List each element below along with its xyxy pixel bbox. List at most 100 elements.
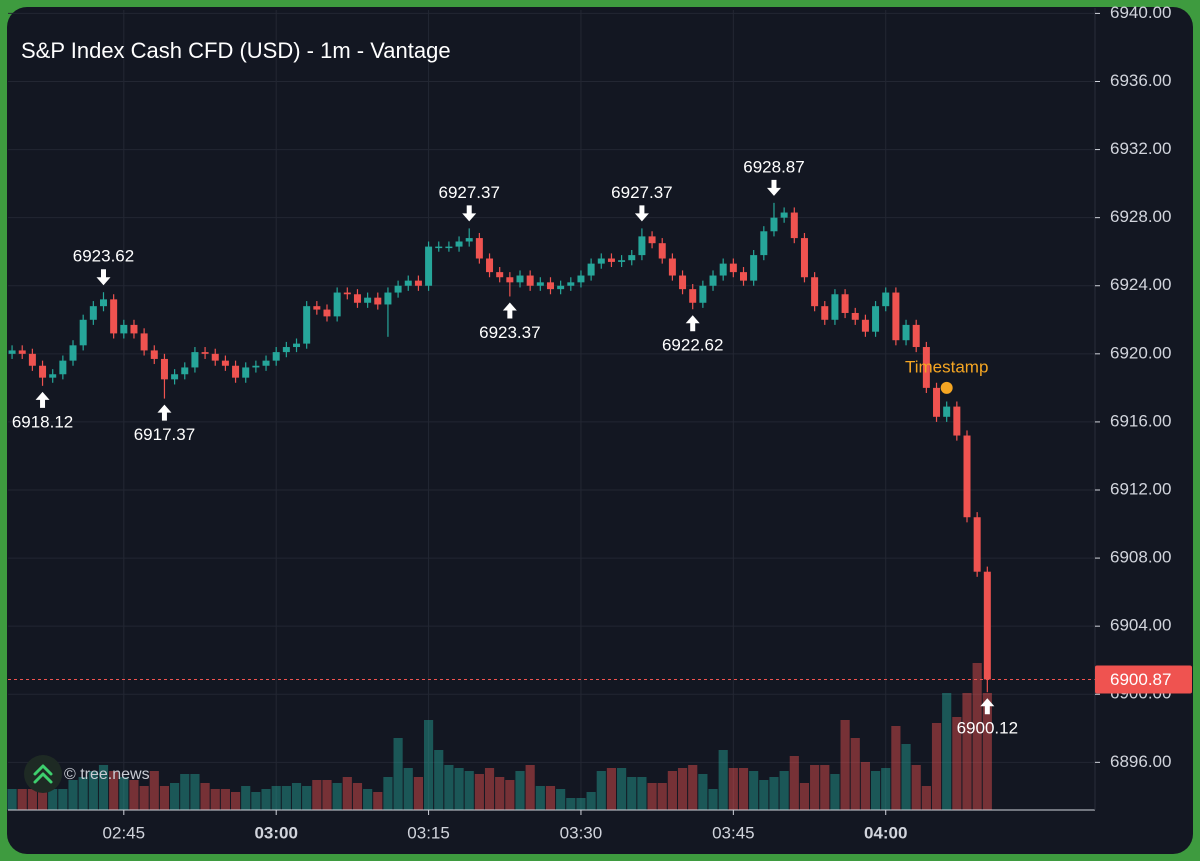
candle-body	[150, 350, 158, 359]
high-marker-arrow	[634, 205, 649, 222]
volume-bar	[535, 786, 545, 810]
volume-bar	[281, 786, 291, 810]
volume-bar	[58, 789, 68, 810]
y-tick-label: 6896.00	[1110, 752, 1171, 771]
candle-body	[912, 324, 920, 348]
volume-bar	[850, 738, 860, 810]
candle-body	[851, 312, 859, 320]
volume-bar	[27, 789, 37, 810]
last-price-label: 6900.87	[1110, 670, 1171, 689]
candle-body	[729, 263, 737, 273]
volume-bar	[647, 783, 657, 810]
candle-body	[557, 285, 565, 290]
volume-bar	[525, 765, 535, 810]
candle-body	[679, 275, 687, 290]
candle-body	[658, 243, 666, 259]
candle-body	[750, 255, 758, 281]
candle-body	[618, 260, 626, 262]
volume-bar	[139, 786, 149, 810]
volume-bar	[738, 768, 749, 810]
volume-layer	[7, 663, 992, 810]
candle-layer	[8, 202, 991, 693]
candle-body	[211, 353, 219, 361]
volume-bar	[444, 765, 454, 810]
volume-bar	[982, 693, 992, 810]
y-tick-label: 6912.00	[1110, 479, 1171, 498]
candle-body	[252, 365, 260, 368]
low-marker-arrow	[157, 404, 172, 421]
volume-bar	[769, 777, 779, 810]
candle-body	[465, 238, 473, 242]
candle-body	[242, 367, 250, 378]
chart-background	[7, 7, 1193, 854]
candle-body	[933, 387, 941, 417]
high-marker-label: 6927.37	[611, 183, 672, 202]
volume-bar	[7, 789, 17, 810]
volume-bar	[88, 771, 98, 810]
volume-bar	[373, 792, 383, 810]
candle-body	[28, 353, 36, 366]
volume-bar	[718, 750, 728, 810]
volume-bar	[129, 780, 139, 810]
candle-body	[821, 306, 829, 320]
volume-bar	[576, 798, 586, 810]
candle-body	[353, 294, 361, 303]
volume-bar	[688, 765, 698, 810]
grid	[8, 10, 1095, 810]
volume-bar	[261, 789, 271, 810]
volume-bar	[952, 717, 962, 810]
volume-bar	[708, 789, 718, 810]
candle-body	[272, 352, 280, 361]
candle-body	[293, 343, 301, 348]
volume-bar	[566, 798, 576, 810]
y-tick-label: 6924.00	[1110, 275, 1171, 294]
volume-bar	[413, 777, 423, 810]
low-marker-label: 6923.37	[479, 323, 540, 342]
volume-bar	[779, 771, 789, 810]
candle-body	[699, 285, 707, 303]
candle-body	[577, 275, 585, 283]
volume-bar	[881, 768, 891, 810]
volume-bar	[860, 762, 870, 810]
candle-body	[303, 306, 311, 344]
low-marker-label: 6922.62	[662, 336, 723, 355]
candle-body	[536, 282, 544, 286]
candle-body	[455, 241, 463, 247]
volume-bar	[180, 774, 190, 810]
candle-body	[130, 324, 138, 334]
candle-body	[140, 333, 148, 351]
watermark: © tree.news	[24, 755, 150, 793]
candle-body	[8, 350, 16, 354]
annotation-dot	[940, 381, 953, 394]
candle-body	[445, 246, 453, 249]
overlay-layer: 6918.12 6923.62 6917.37 6927.37 6923.37 6927.…	[8, 157, 1095, 738]
volume-bar	[596, 771, 606, 810]
volume-bar	[363, 789, 373, 810]
volume-bar	[505, 780, 515, 810]
volume-bar	[37, 792, 48, 810]
volume-bar	[901, 744, 911, 810]
candle-body	[983, 571, 991, 680]
volume-bar	[637, 777, 647, 810]
volume-bar	[312, 780, 322, 810]
candle-body	[282, 347, 290, 353]
y-tick-label: 6940.00	[1110, 3, 1171, 22]
last-price-box	[1095, 665, 1192, 694]
candle-body	[262, 360, 270, 366]
x-tick-label: 03:30	[560, 823, 603, 842]
candle-body	[232, 365, 240, 378]
volume-bar	[677, 768, 688, 810]
x-tick-label: 04:00	[864, 823, 907, 842]
volume-bar	[109, 771, 119, 810]
candle-body	[567, 282, 575, 286]
volume-bar	[840, 720, 850, 810]
volume-bar	[474, 774, 484, 810]
volume-bar	[210, 789, 220, 810]
candle-body	[374, 297, 382, 305]
candle-body	[546, 282, 554, 290]
candle-body	[943, 406, 951, 417]
candle-body	[323, 309, 331, 317]
candle-body	[425, 246, 433, 286]
high-marker-label: 6923.62	[73, 247, 134, 266]
